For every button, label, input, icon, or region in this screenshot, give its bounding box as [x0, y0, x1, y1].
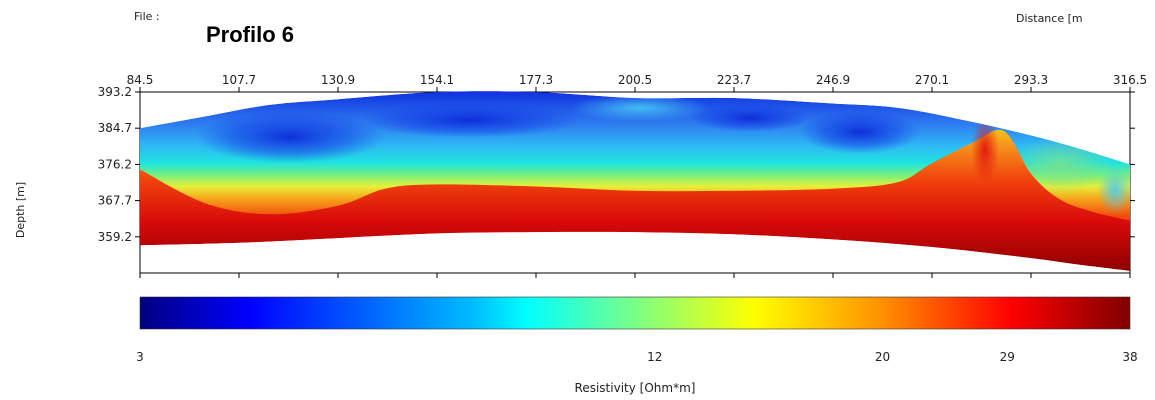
cyan-zone-1 — [570, 94, 710, 122]
low-resistivity-zone-3 — [690, 104, 810, 132]
x-tick-label: 84.5 — [127, 73, 154, 87]
x-tick-label: 223.7 — [717, 73, 751, 87]
axis-ticks: 84.5 107.7 130.9 154.1 177.3 200.5 223.7 246.9 2… — [98, 73, 1147, 278]
colorbar-tick-label: 38 — [1122, 350, 1137, 364]
colorbar-label: Resistivity [Ohm*m] — [575, 381, 696, 395]
colorbar — [139, 296, 1131, 330]
x-tick-label: 177.3 — [519, 73, 553, 87]
low-resistivity-zone-1 — [195, 111, 385, 163]
colorbar-tick-label: 12 — [647, 350, 662, 364]
y-tick-label: 367.7 — [98, 194, 132, 208]
y-tick-label: 393.2 — [98, 85, 132, 99]
high-resistivity-zone — [971, 116, 999, 184]
x-tick-label: 270.1 — [915, 73, 949, 87]
x-tick-label: 154.1 — [420, 73, 454, 87]
y-tick-label: 359.2 — [98, 230, 132, 244]
y-axis-label: Depth [m] — [14, 182, 27, 238]
y-tick-label: 376.2 — [98, 157, 132, 171]
colorbar-tick-label: 3 — [136, 350, 144, 364]
high-resistivity-layer — [140, 129, 1130, 271]
colorbar-ticks: 3 12 20 29 38 — [136, 350, 1137, 364]
colorbar-tick-label: 20 — [875, 350, 890, 364]
chart-title: Profilo 6 — [206, 22, 294, 47]
x-tick-label: 246.9 — [816, 73, 850, 87]
x-axis-label: Distance [m — [1016, 12, 1083, 25]
x-tick-label: 293.3 — [1014, 73, 1048, 87]
x-tick-label: 107.7 — [222, 73, 256, 87]
x-tick-label: 316.5 — [1113, 73, 1147, 87]
x-tick-label: 130.9 — [321, 73, 355, 87]
y-tick-label: 384.7 — [98, 121, 132, 135]
low-resistivity-zone-2 — [360, 102, 580, 138]
resistivity-section — [140, 91, 1130, 271]
file-label: File : — [134, 10, 160, 23]
colorbar-tick-label: 29 — [1000, 350, 1015, 364]
low-resistivity-zone-4 — [800, 110, 920, 154]
x-tick-label: 200.5 — [618, 73, 652, 87]
